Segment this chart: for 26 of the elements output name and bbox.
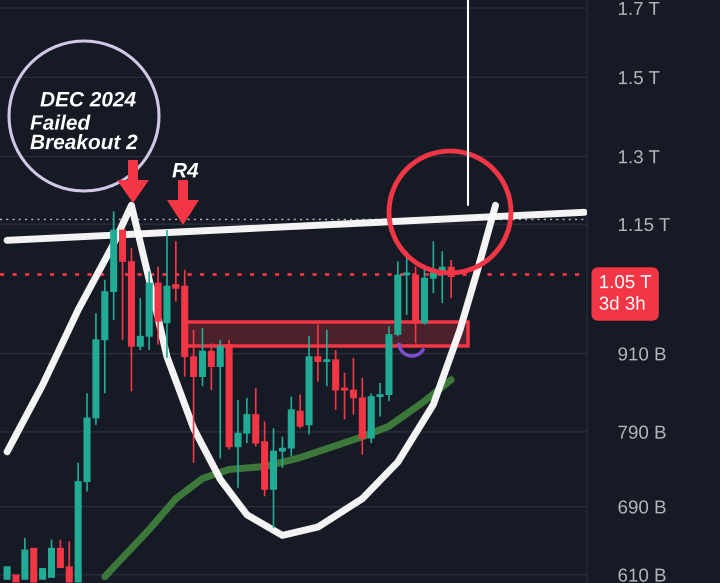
candlestick [208, 342, 215, 391]
y-tick-label: 1.5 T [618, 71, 660, 84]
annotation: R4 [172, 163, 198, 178]
y-tick-label: 1.3 T [618, 150, 660, 164]
y-tick-label: 790 B [618, 426, 666, 439]
annotation: DEC 2024 [40, 92, 136, 107]
y-tick-label: 1.15 T [618, 218, 670, 232]
candlestick [278, 436, 286, 469]
candlestick [4, 566, 11, 580]
candlestick [190, 329, 198, 464]
candlestick [350, 357, 357, 416]
candlestick [341, 372, 348, 420]
candlestick [314, 324, 322, 382]
candlestick [323, 329, 330, 387]
candlestick [234, 399, 242, 489]
y-tick-label: 610 B [618, 568, 666, 582]
annotation: Failed Breakout 2 [30, 114, 138, 150]
candlestick [216, 338, 224, 460]
y-tick-label: 1.7 T [618, 2, 660, 15]
y-tick-label: 910 B [618, 347, 666, 361]
ref-line-label: 1.05 T 3d 3h [599, 274, 652, 310]
candlestick [296, 394, 304, 430]
y-tick-label: 690 B [618, 500, 666, 514]
candlestick [243, 397, 250, 444]
candlestick [376, 382, 384, 418]
candlestick [39, 568, 46, 580]
